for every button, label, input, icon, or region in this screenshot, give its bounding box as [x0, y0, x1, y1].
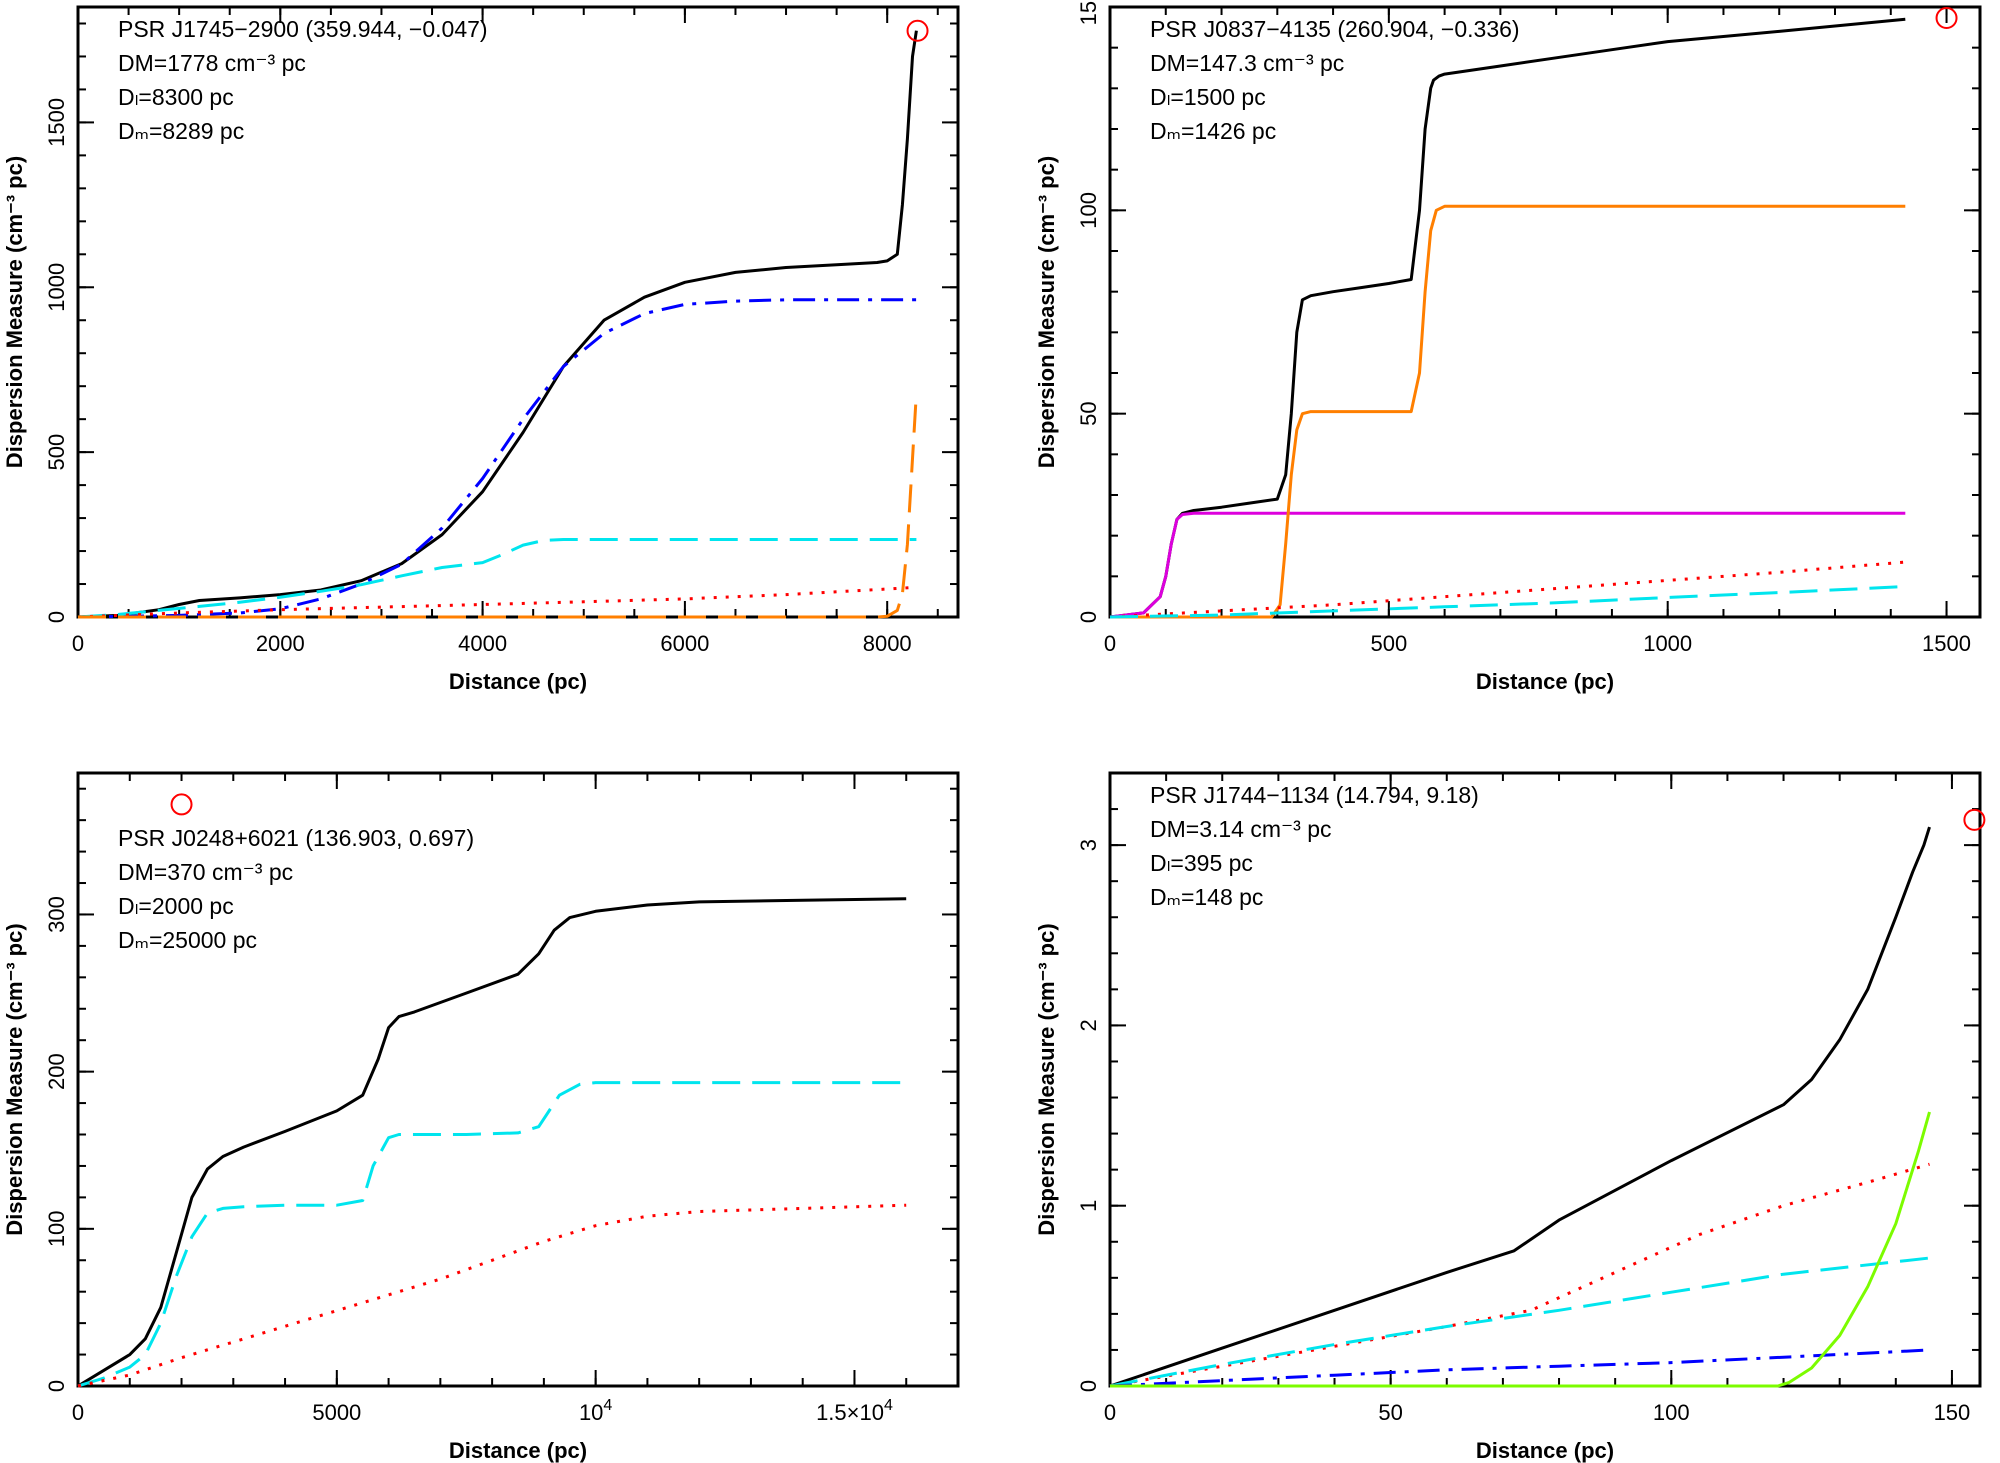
x-tick-label: 100 — [1653, 1400, 1690, 1425]
chart-panel-2: 0 500 1000 1500 0 50 100 150 Distance (pc) Disper… — [1034, 0, 1982, 694]
series-line-4 — [77, 585, 917, 619]
y-tick-label: 2 — [1076, 1019, 1101, 1031]
x-tick-label: 1.5×104 — [816, 1397, 893, 1425]
x-tick-label: 50 — [1378, 1400, 1402, 1425]
series-line-3 — [1109, 1256, 1930, 1388]
series-line-2 — [1109, 511, 1906, 619]
annotation-line: Dₗ=8300 pc — [118, 84, 234, 110]
y-tick-label: 300 — [44, 896, 69, 933]
annotation-line: Dₘ=148 pc — [1150, 884, 1263, 910]
y-tick-label: 1 — [1076, 1200, 1101, 1212]
annotation-line: DM=147.3 cm⁻³ pc — [1150, 50, 1344, 76]
y-axis-label: Dispersion Measure (cm⁻³ pc) — [1034, 923, 1059, 1235]
x-tick-label: 2000 — [256, 631, 305, 656]
y-tick-label: 3 — [1076, 839, 1101, 851]
series-line-5 — [78, 392, 918, 619]
chart-panel-4: 0 50 100 150 0 1 2 3 Distance (pc) Dispersion Mea… — [1034, 771, 1986, 1463]
x-tick-label: 6000 — [660, 631, 709, 656]
y-tick-label: 100 — [44, 1210, 69, 1247]
observed-dm-marker — [1935, 6, 1958, 29]
annotation-line: Dₗ=1500 pc — [1150, 84, 1266, 110]
annotation-line: DM=3.14 cm⁻³ pc — [1150, 816, 1332, 842]
x-tick-label: 0 — [1104, 631, 1116, 656]
observed-dm-marker — [170, 793, 193, 816]
x-tick-label: 0 — [72, 1400, 84, 1425]
plot-frame — [76, 771, 960, 1388]
y-tick-label: 1000 — [44, 263, 69, 312]
y-tick-label: 0 — [44, 1380, 69, 1392]
series-line-3 — [1110, 204, 1906, 619]
x-tick-label: 8000 — [863, 631, 912, 656]
y-axis-label: Dispersion Measure (cm⁻³ pc) — [2, 923, 27, 1235]
y-tick-label: 0 — [1076, 1380, 1101, 1392]
series-line-4 — [1109, 1348, 1930, 1388]
x-tick-label: 0 — [72, 631, 84, 656]
annotation-line: PSR J1744−1134 (14.794, 9.18) — [1150, 782, 1479, 808]
x-tick-label: 1500 — [1922, 631, 1971, 656]
annotation-line: PSR J0837−4135 (260.904, −0.336) — [1150, 16, 1520, 42]
x-axis-label: Distance (pc) — [449, 669, 587, 694]
y-tick-label: 150 — [1076, 0, 1101, 25]
x-tick-label: 1000 — [1643, 631, 1692, 656]
series-line-3 — [77, 1203, 907, 1388]
series-line-5 — [1110, 1111, 1931, 1388]
x-tick-label: 5000 — [312, 1400, 361, 1425]
series-line-4 — [1109, 560, 1906, 619]
x-tick-label: 500 — [1370, 631, 1407, 656]
series-line-2 — [77, 298, 917, 619]
series-line-5 — [1109, 585, 1906, 619]
x-tick-label: 150 — [1934, 1400, 1971, 1425]
chart-panel-3: 0 5000 104 1.5×104 0 100 200 300 Distance (pc) Di… — [2, 771, 960, 1463]
annotation-line: Dₘ=25000 pc — [118, 927, 257, 953]
annotation-line: DM=370 cm⁻³ pc — [118, 859, 293, 885]
y-tick-label: 0 — [1076, 611, 1101, 623]
series-line-2 — [77, 1081, 907, 1388]
y-axis-label: Dispersion Measure (cm⁻³ pc) — [1034, 156, 1059, 468]
x-axis-label: Distance (pc) — [1476, 1438, 1614, 1463]
annotation-line: Dₘ=8289 pc — [118, 118, 244, 144]
observed-dm-marker — [1963, 808, 1986, 831]
annotation-line: Dₘ=1426 pc — [1150, 118, 1276, 144]
y-tick-label: 0 — [44, 611, 69, 623]
annotation-line: PSR J1745−2900 (359.944, −0.047) — [118, 16, 488, 42]
annotation-line: Dₗ=2000 pc — [118, 893, 234, 919]
plot-frame — [1108, 5, 1982, 619]
chart-panel-1: 0 2000 4000 6000 8000 0 500 1000 1500 Distance (p… — [2, 5, 960, 694]
series-line-3 — [77, 538, 917, 619]
y-tick-label: 500 — [44, 434, 69, 471]
x-tick-label: 4000 — [458, 631, 507, 656]
annotation-line: DM=1778 cm⁻³ pc — [118, 50, 306, 76]
x-tick-label: 104 — [579, 1397, 612, 1425]
x-axis-label: Distance (pc) — [1476, 669, 1614, 694]
x-axis-label: Distance (pc) — [449, 1438, 587, 1463]
annotation-line: Dₗ=395 pc — [1150, 850, 1253, 876]
series-line-1 — [1109, 826, 1931, 1388]
y-tick-label: 50 — [1076, 401, 1101, 425]
series-line-1 — [77, 897, 907, 1388]
y-tick-label: 1500 — [44, 98, 69, 147]
observed-dm-marker — [906, 19, 929, 42]
y-tick-label: 100 — [1076, 192, 1101, 229]
y-tick-label: 200 — [44, 1053, 69, 1090]
annotation-line: PSR J0248+6021 (136.903, 0.697) — [118, 825, 474, 851]
series-line-2 — [1109, 1162, 1930, 1388]
x-tick-label: 0 — [1104, 1400, 1116, 1425]
y-axis-label: Dispersion Measure (cm⁻³ pc) — [2, 156, 27, 468]
